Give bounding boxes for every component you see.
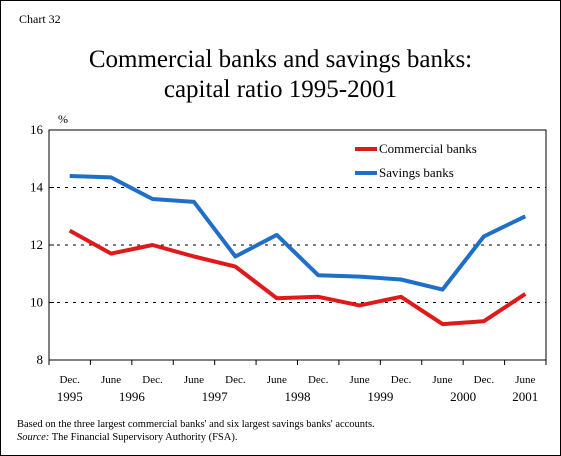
- y-axis-unit-label: %: [58, 112, 68, 126]
- x-tick-month-label: June: [350, 374, 370, 386]
- x-tick-year-label: 1998: [285, 389, 311, 404]
- x-tick-month-label: June: [101, 374, 121, 386]
- series-line-savings-banks: [69, 174, 527, 292]
- y-tick-label: 16: [30, 122, 44, 137]
- x-tick-month-label: Dec.: [474, 374, 495, 386]
- y-tick-label: 8: [37, 352, 44, 367]
- x-tick-year-label: 1997: [202, 389, 229, 404]
- x-tick-month-label: Dec.: [225, 374, 246, 386]
- x-tick-year-label: 1996: [119, 389, 146, 404]
- source-line: Source: The Financial Supervisory Author…: [17, 431, 375, 444]
- legend-label: Savings banks: [379, 165, 454, 180]
- x-tick-month-label: Dec.: [142, 374, 163, 386]
- x-tick-month-label: June: [432, 374, 452, 386]
- x-tick-month-label: Dec.: [391, 374, 412, 386]
- chart-footnotes: Based on the three largest commercial ba…: [17, 418, 375, 444]
- footnote-text: Based on the three largest commercial ba…: [17, 419, 375, 430]
- x-tick-month-label: Dec.: [308, 374, 329, 386]
- x-tick-year-label: 2001: [512, 389, 538, 404]
- source-text: The Financial Supervisory Authority (FSA…: [49, 432, 238, 443]
- x-tick-year-label: 1999: [367, 389, 393, 404]
- series-line-commercial-banks: [68, 228, 527, 327]
- y-tick-label: 10: [30, 295, 43, 310]
- x-tick-month-label: June: [515, 374, 535, 386]
- x-tick-year-label: 2000: [450, 389, 476, 404]
- x-tick-month-label: June: [267, 374, 287, 386]
- x-tick-month-label: Dec.: [59, 374, 80, 386]
- chart-number-label: Chart 32: [19, 12, 61, 26]
- x-tick-year-label: 1995: [57, 389, 83, 404]
- y-tick-label: 12: [30, 237, 43, 252]
- chart-title-line-2: capital ratio 1995-2001: [163, 76, 398, 103]
- y-tick-label: 14: [30, 180, 44, 195]
- legend-label: Commercial banks: [379, 141, 477, 156]
- x-tick-month-label: June: [184, 374, 204, 386]
- chart-title: Commercial banks and savings banks: capi…: [1, 45, 560, 105]
- chart-title-line-1: Commercial banks and savings banks:: [88, 46, 473, 73]
- source-label: Source:: [17, 432, 50, 443]
